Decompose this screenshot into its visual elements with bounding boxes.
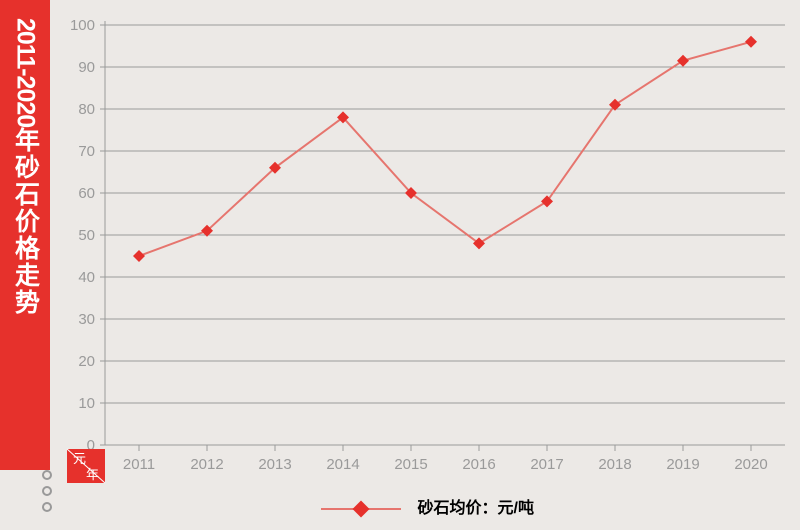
svg-text:80: 80 xyxy=(78,101,95,118)
svg-text:2015: 2015 xyxy=(394,456,427,473)
sidebar-title-text: 年砂石价格走势 xyxy=(12,127,40,316)
svg-text:2018: 2018 xyxy=(598,456,631,473)
svg-text:2012: 2012 xyxy=(190,456,223,473)
svg-text:年: 年 xyxy=(86,467,99,482)
svg-text:2011: 2011 xyxy=(123,456,155,473)
svg-text:2013: 2013 xyxy=(258,456,291,473)
svg-text:90: 90 xyxy=(78,59,95,76)
sidebar-title-bar: 2011-2020年砂石价格走势 xyxy=(0,0,50,470)
dot-icon xyxy=(42,502,52,512)
svg-text:2014: 2014 xyxy=(326,456,359,473)
decorative-dots xyxy=(42,470,52,512)
svg-text:60: 60 xyxy=(78,185,95,202)
svg-text:2016: 2016 xyxy=(462,456,495,473)
svg-text:40: 40 xyxy=(78,269,95,286)
svg-text:50: 50 xyxy=(78,227,95,244)
svg-text:20: 20 xyxy=(78,353,95,370)
diamond-marker-icon xyxy=(353,500,370,517)
svg-text:2019: 2019 xyxy=(666,456,699,473)
price-chart: 0102030405060708090100201120122013201420… xyxy=(55,0,800,490)
legend: 砂石均价：元/吨 xyxy=(55,494,800,518)
chart-area: 0102030405060708090100201120122013201420… xyxy=(55,0,800,530)
svg-text:100: 100 xyxy=(70,17,95,34)
svg-text:10: 10 xyxy=(78,395,95,412)
svg-text:2017: 2017 xyxy=(530,456,563,473)
legend-label: 砂石均价：元/吨 xyxy=(418,500,534,517)
svg-text:元: 元 xyxy=(73,451,86,466)
sidebar-title-years: 2011-2020 xyxy=(12,18,40,127)
svg-text:2020: 2020 xyxy=(734,456,767,473)
dot-icon xyxy=(42,470,52,480)
svg-text:30: 30 xyxy=(78,311,95,328)
legend-line-icon xyxy=(321,508,401,510)
svg-text:70: 70 xyxy=(78,143,95,160)
dot-icon xyxy=(42,486,52,496)
sidebar-title: 2011-2020年砂石价格走势 xyxy=(13,18,38,316)
